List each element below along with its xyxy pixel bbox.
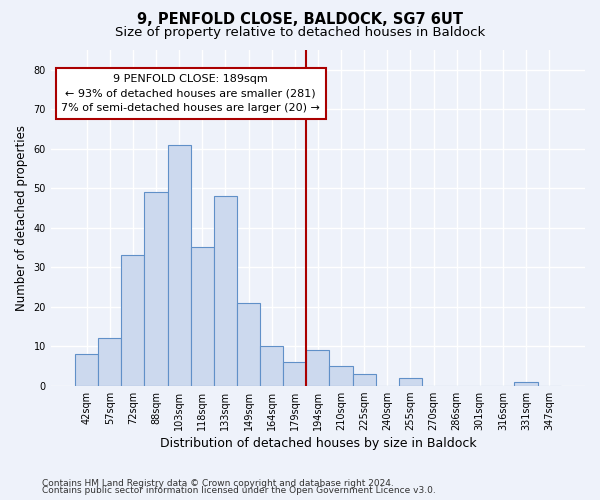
Text: 9 PENFOLD CLOSE: 189sqm
← 93% of detached houses are smaller (281)
7% of semi-de: 9 PENFOLD CLOSE: 189sqm ← 93% of detache…	[61, 74, 320, 114]
Bar	[237, 303, 260, 386]
Bar	[75, 354, 98, 386]
Bar	[121, 256, 145, 386]
Bar	[214, 196, 237, 386]
Y-axis label: Number of detached properties: Number of detached properties	[15, 125, 28, 311]
Bar	[353, 374, 376, 386]
Bar	[145, 192, 167, 386]
Bar	[283, 362, 307, 386]
Text: 9, PENFOLD CLOSE, BALDOCK, SG7 6UT: 9, PENFOLD CLOSE, BALDOCK, SG7 6UT	[137, 12, 463, 28]
Bar	[329, 366, 353, 386]
Bar	[260, 346, 283, 386]
Bar	[399, 378, 422, 386]
X-axis label: Distribution of detached houses by size in Baldock: Distribution of detached houses by size …	[160, 437, 476, 450]
Bar	[307, 350, 329, 386]
Bar	[191, 248, 214, 386]
Bar	[98, 338, 121, 386]
Text: Size of property relative to detached houses in Baldock: Size of property relative to detached ho…	[115, 26, 485, 39]
Bar	[514, 382, 538, 386]
Text: Contains HM Land Registry data © Crown copyright and database right 2024.: Contains HM Land Registry data © Crown c…	[42, 478, 394, 488]
Bar	[167, 145, 191, 386]
Text: Contains public sector information licensed under the Open Government Licence v3: Contains public sector information licen…	[42, 486, 436, 495]
